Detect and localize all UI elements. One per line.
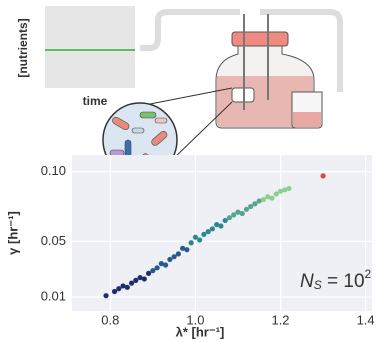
point (167, 256, 173, 263)
x-axis-label: λ* [hr⁻¹] (176, 324, 225, 339)
beaker-fluid (293, 112, 321, 127)
point (269, 195, 275, 201)
point (184, 247, 190, 253)
point (205, 229, 211, 235)
inset-ylabel: [nutrients] (16, 18, 30, 77)
point (124, 284, 130, 290)
y-tick-label: 0.01 (41, 289, 66, 304)
point (158, 261, 164, 267)
point (256, 198, 262, 204)
point (273, 191, 279, 197)
point (320, 173, 326, 179)
x-tick-label: 0.8 (101, 312, 119, 327)
point (260, 196, 267, 203)
point (248, 203, 254, 210)
y-axis-label: γ [hr⁻¹] (5, 211, 20, 255)
bottle-cap (231, 31, 289, 47)
point (286, 185, 292, 192)
zoom-line (149, 87, 233, 105)
point (150, 268, 156, 274)
point (171, 254, 177, 260)
tube (260, 9, 343, 92)
point (282, 187, 288, 193)
point (265, 194, 271, 200)
point (218, 223, 224, 229)
point (133, 277, 139, 283)
annotation: NS = 102 (300, 267, 372, 292)
point (226, 215, 233, 221)
point (252, 201, 258, 207)
x-tick-label: 1.0 (186, 312, 204, 327)
point (137, 274, 143, 281)
point (235, 209, 241, 215)
tube (140, 9, 240, 51)
point (243, 206, 250, 212)
point (201, 231, 207, 237)
point (111, 288, 118, 295)
point (145, 270, 152, 276)
point (239, 210, 245, 217)
point (197, 237, 203, 243)
x-tick-label: 1.2 (271, 312, 289, 327)
point (188, 240, 194, 246)
point (231, 212, 237, 218)
point (180, 245, 186, 251)
y-tick-label: 0.05 (41, 233, 66, 248)
y-tick-label: 0.10 (41, 163, 66, 178)
inset-xlabel: time (83, 94, 108, 108)
point (120, 283, 126, 289)
point (222, 217, 228, 224)
point (209, 226, 216, 232)
point (116, 286, 122, 292)
point (141, 276, 147, 282)
point (175, 251, 181, 257)
zoom-line (171, 101, 233, 161)
point (277, 188, 284, 194)
point (103, 293, 109, 299)
point (214, 222, 220, 228)
point (128, 280, 135, 286)
x-tick-label: 1.4 (357, 312, 375, 327)
point (163, 262, 169, 268)
point (192, 234, 199, 240)
point (154, 265, 160, 271)
inset-plot (45, 6, 135, 88)
